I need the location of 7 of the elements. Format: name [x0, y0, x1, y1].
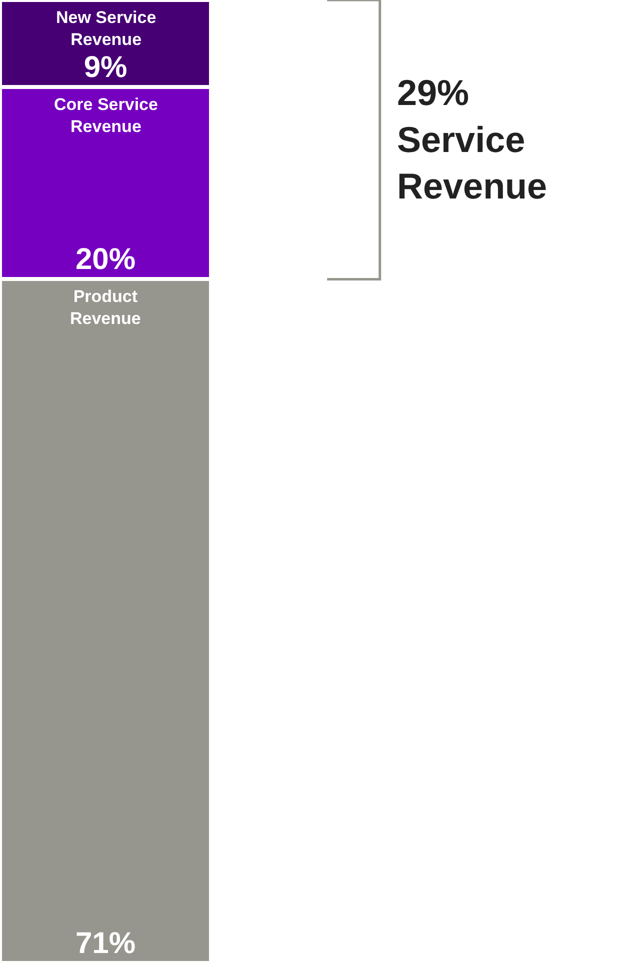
data-label: 9% — [84, 51, 128, 84]
text: 29% Service Revenue — [397, 72, 548, 207]
series-label: Core Service Revenue — [54, 95, 158, 136]
data-label: 20% — [75, 243, 136, 276]
series-label: Product Revenue — [70, 287, 141, 328]
data-label: 71% — [75, 927, 136, 960]
series-label: New Service Revenue — [56, 8, 156, 50]
